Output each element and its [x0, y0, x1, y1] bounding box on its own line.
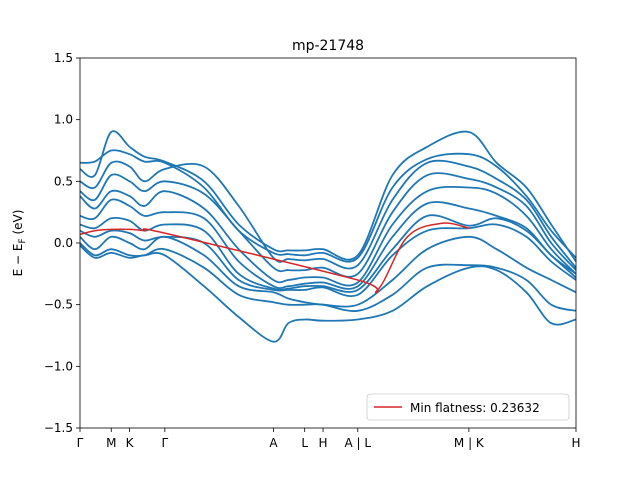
- band-line: [79, 242, 577, 312]
- y-tick-label: 1.5: [54, 51, 73, 65]
- y-tick-label: 1.0: [54, 113, 73, 127]
- band-line: [79, 235, 577, 308]
- band-line: [79, 149, 577, 263]
- flat-band-line: [79, 222, 470, 294]
- band-lines: [79, 130, 577, 343]
- band-line: [79, 198, 577, 290]
- y-axis: −1.5 −1.0 −0.5 0.0 0.5 1.0 1.5: [44, 51, 80, 435]
- y-tick-label: 0.0: [54, 236, 73, 250]
- y-tick-label: 0.5: [54, 174, 73, 188]
- legend-entry: Min flatness: 0.23632: [410, 401, 540, 415]
- x-tick-label: M | K: [454, 436, 485, 450]
- plot-frame: [79, 57, 577, 429]
- x-tick-label: A | L: [344, 436, 371, 450]
- band-line: [79, 214, 577, 293]
- band-line: [79, 223, 577, 297]
- y-tick-label: −0.5: [44, 298, 73, 312]
- x-tick-label: H: [319, 436, 328, 450]
- chart-title: mp-21748: [292, 38, 364, 54]
- legend: Min flatness: 0.23632: [366, 393, 570, 421]
- band-line: [79, 185, 577, 287]
- x-tick-label: Γ: [161, 436, 168, 450]
- y-axis-label: E − EF (eV): [11, 210, 28, 277]
- x-tick-label: K: [126, 436, 135, 450]
- band-line: [79, 172, 577, 278]
- y-tick-label: −1.0: [44, 359, 73, 373]
- x-tick-label: A: [269, 436, 278, 450]
- band-line: [79, 130, 577, 262]
- legend-box: [366, 393, 570, 421]
- x-tick-label: L: [301, 436, 308, 450]
- x-tick-label: H: [571, 436, 580, 450]
- x-tick-label: M: [106, 436, 116, 450]
- y-tick-label: −1.5: [44, 421, 73, 435]
- band-line: [79, 159, 577, 270]
- band-line: [79, 244, 577, 343]
- x-tick-label: Γ: [77, 436, 84, 450]
